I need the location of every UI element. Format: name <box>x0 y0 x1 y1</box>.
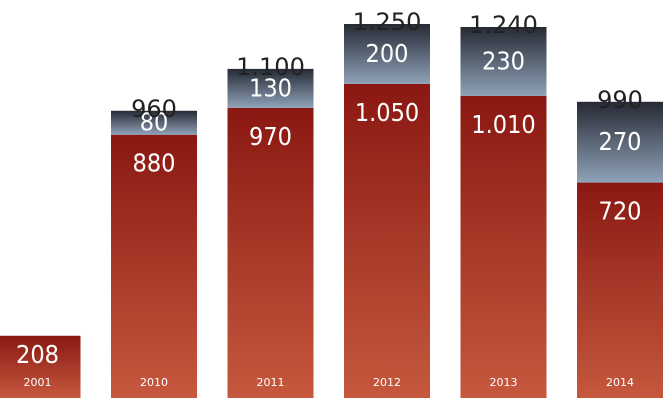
bar-segment <box>460 26 547 96</box>
value-label: 208 <box>16 340 59 369</box>
bar-segment <box>0 335 81 398</box>
bar-segment <box>227 107 314 398</box>
bar-segment <box>344 83 430 398</box>
total-label: 960 <box>131 95 177 123</box>
x-tick-label: 2011 <box>257 376 285 389</box>
value-label: 270 <box>599 127 642 156</box>
total-label: 1.240 <box>469 11 538 39</box>
bar-segment <box>577 182 663 398</box>
bar-segment <box>227 68 314 108</box>
value-label: 200 <box>366 39 409 68</box>
total-label: 990 <box>597 86 643 114</box>
bar-segment <box>577 101 663 183</box>
total-label: 1.250 <box>353 8 422 36</box>
value-label: 970 <box>249 122 292 151</box>
x-tick-label: 2014 <box>606 376 634 389</box>
value-label: 1.010 <box>471 110 535 139</box>
total-label: 1.100 <box>236 53 305 81</box>
x-tick-label: 2013 <box>490 376 518 389</box>
x-tick-label: 2012 <box>373 376 401 389</box>
value-label: 720 <box>599 197 642 226</box>
value-label: 880 <box>133 149 176 178</box>
value-label: 1.050 <box>355 98 419 127</box>
bar-segment <box>111 110 197 135</box>
bar-segment <box>344 24 430 84</box>
value-label: 80 <box>140 108 169 137</box>
x-tick-label: 2001 <box>24 376 52 389</box>
bar-segment <box>111 134 197 399</box>
value-label: 130 <box>249 73 292 102</box>
value-label: 230 <box>482 46 525 75</box>
bar-segment <box>460 95 547 399</box>
x-tick-label: 2010 <box>140 376 168 389</box>
